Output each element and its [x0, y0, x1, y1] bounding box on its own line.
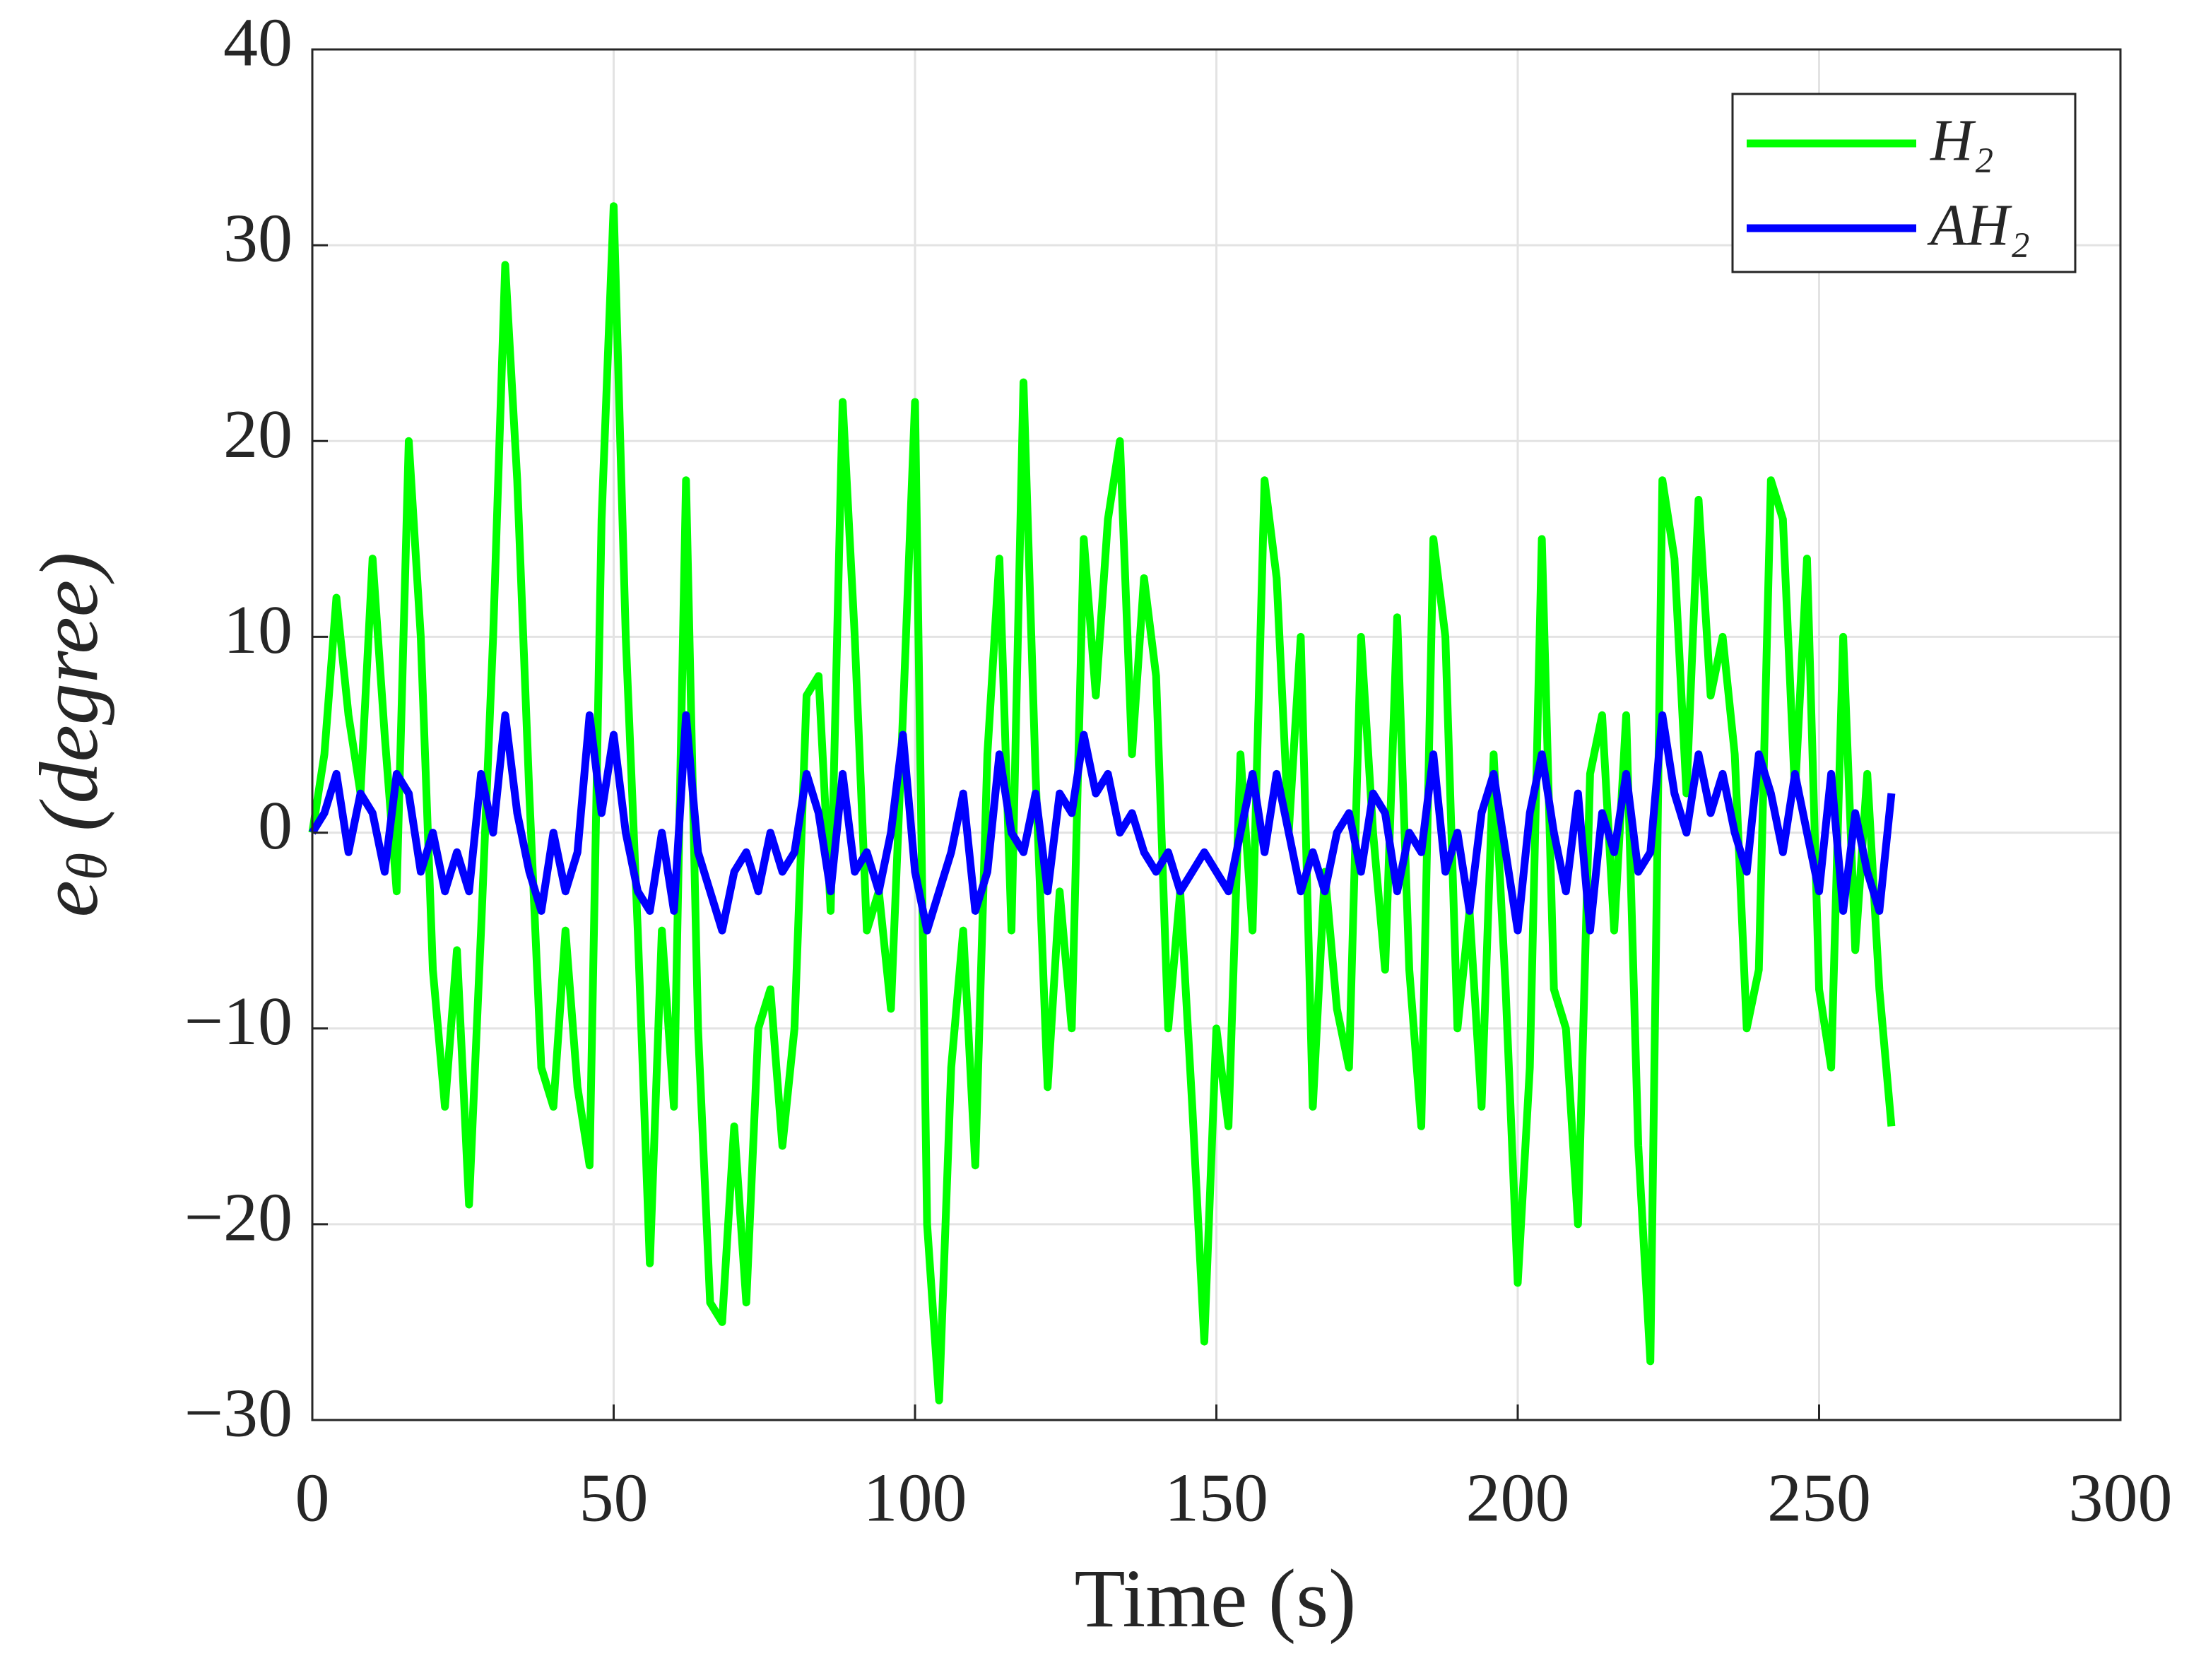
series-line — [309, 711, 1896, 935]
x-axis-label: Time (s) — [1075, 1552, 1357, 1645]
axes: 0 50 100 150 200 250 300 −30 −20 −10 0 10 20 30 40 — [184, 4, 2173, 1536]
legend-label: AH₂ — [1927, 192, 2030, 258]
plot-frame — [311, 48, 2122, 1421]
y-label-symbol: e — [23, 880, 115, 917]
y-tick-label: 10 — [223, 592, 293, 668]
y-tick-label: 40 — [223, 4, 293, 81]
y-tick-label: 0 — [258, 788, 293, 864]
x-tick-label: 150 — [1164, 1460, 1268, 1536]
y-label-subscript: θ — [57, 853, 119, 880]
x-tick-label: 250 — [1767, 1460, 1871, 1536]
y-label-unit: (degree) — [23, 552, 115, 832]
y-tick-label: −20 — [184, 1179, 293, 1255]
x-tick-label: 0 — [295, 1460, 330, 1536]
y-axis-label: eθ (degree) — [23, 552, 119, 918]
y-tick-label: 20 — [223, 396, 293, 473]
x-tick-label: 300 — [2069, 1460, 2173, 1536]
x-tick-label: 50 — [579, 1460, 649, 1536]
x-tick-label: 100 — [863, 1460, 967, 1536]
y-tick-label: −30 — [184, 1375, 293, 1451]
plot-lines — [308, 202, 1896, 1404]
legend-label: H₂ — [1930, 107, 1994, 173]
x-tick-label: 200 — [1466, 1460, 1570, 1536]
y-tick-label: −10 — [184, 983, 293, 1060]
legend: H₂ AH₂ — [1731, 93, 2077, 273]
legend-box — [1731, 93, 2077, 273]
y-tick-label: 30 — [223, 201, 293, 277]
